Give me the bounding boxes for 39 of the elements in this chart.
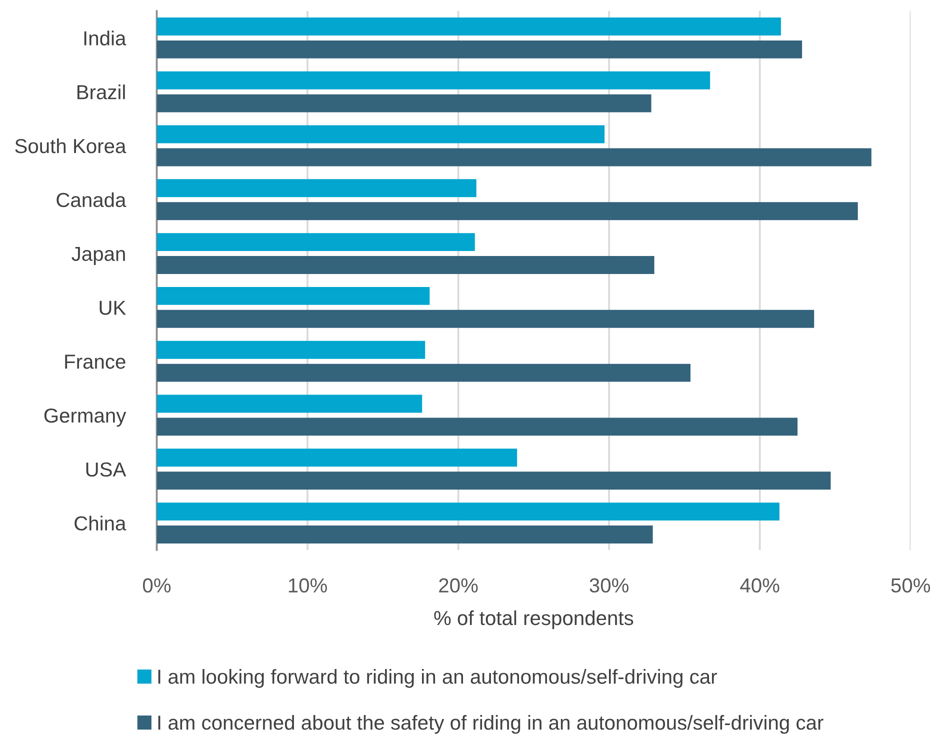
x-tick-label: 20% [439,578,478,593]
bar [156,472,831,490]
y-tick-label: Brazil [77,84,125,100]
bar [156,286,430,305]
legend-label: I am concerned about the safety of riding in an autonomous/self-driving car [158,715,824,734]
bar [156,125,605,144]
bar [156,364,690,382]
y-tick-label: UK [100,300,126,315]
bar [156,448,518,467]
bar [156,17,781,36]
x-tick-label: 50% [891,578,930,593]
legend-label: I am looking forward to riding in an autonomous/self-driving car [158,669,717,688]
y-tick-label: Germany [44,408,126,427]
x-axis-title: % of total respondents [434,610,634,630]
bar [156,148,872,166]
x-tick-label: 0% [142,578,171,593]
y-tick-label: France [65,354,126,369]
bar [156,394,422,413]
y-tick-label: India [84,30,126,46]
y-tick-label: South Korea [15,138,126,154]
bar [156,256,654,274]
bar [156,233,475,252]
bar [156,71,710,90]
bar [156,418,798,436]
bar [156,340,426,359]
bar [156,310,814,328]
x-tick-label: 10% [288,578,327,593]
y-tick-label: China [74,516,126,531]
x-tick-label: 40% [740,578,780,593]
bar [156,40,802,58]
bar [156,502,780,521]
bar [156,94,652,112]
bar [156,526,653,544]
y-tick-label: Canada [56,192,126,208]
x-tick-label: 30% [590,578,628,593]
y-tick-label: USA [86,462,126,477]
bar [156,202,858,220]
bar [156,179,476,198]
y-tick-label: Japan [72,246,125,266]
